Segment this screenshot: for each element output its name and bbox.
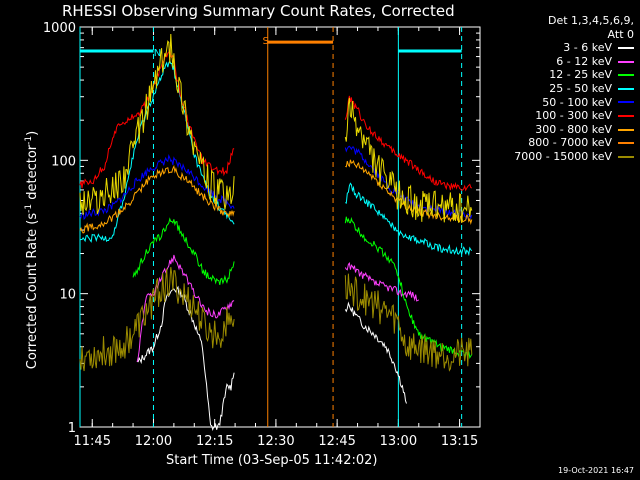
x-tick-label: 11:45 <box>74 434 111 449</box>
legend-entry-label: 300 - 800 keV <box>535 122 612 136</box>
legend: Det 1,3,4,5,6,9, Att 0 3 - 6 keV 6 - 12 k… <box>514 14 634 164</box>
legend-swatch <box>618 87 634 90</box>
series-line <box>344 273 473 372</box>
legend-swatch <box>618 60 634 63</box>
series-line <box>344 301 407 404</box>
legend-swatch <box>618 46 634 49</box>
series-line <box>344 97 473 223</box>
x-tick-label: 13:15 <box>441 434 478 449</box>
chart-title: RHESSI Observing Summary Count Rates, Co… <box>62 2 455 20</box>
legend-entry: 100 - 300 keV <box>514 109 634 123</box>
legend-entry-label: 7000 - 15000 keV <box>514 149 612 163</box>
x-tick-label: 13:00 <box>380 434 417 449</box>
legend-swatch <box>618 155 634 158</box>
legend-entry: 25 - 50 keV <box>514 82 634 96</box>
series-line <box>344 216 473 359</box>
legend-swatch <box>618 128 634 131</box>
legend-header-line-2: Att 0 <box>607 27 634 41</box>
series-line <box>79 164 235 234</box>
series-line <box>344 95 473 192</box>
legend-entry-label: 25 - 50 keV <box>549 81 612 95</box>
series-line <box>79 267 235 372</box>
legend-entry-label: 3 - 6 keV <box>563 41 612 55</box>
x-axis-label: Start Time (03-Sep-05 11:42:02) <box>166 453 378 468</box>
legend-header-line-1: Det 1,3,4,5,6,9, <box>547 14 634 27</box>
legend-entries: 3 - 6 keV 6 - 12 keV 12 - 25 keV 25 - 50 ke… <box>514 41 634 163</box>
x-tick-label: 12:15 <box>196 434 233 449</box>
x-tick-label: 12:30 <box>257 434 294 449</box>
legend-swatch <box>618 142 634 145</box>
series-line <box>79 33 235 215</box>
legend-entry-label: 800 - 7000 keV <box>528 136 612 150</box>
legend-entry: 12 - 25 keV <box>514 68 634 82</box>
legend-entry: 6 - 12 keV <box>514 55 634 69</box>
y-tick-label: 1 <box>68 421 76 436</box>
series-line <box>345 159 473 226</box>
y-axis-label: Corrected Count Rate (s-1 detector-1) <box>23 130 41 370</box>
y-tick-label: 100 <box>51 154 76 169</box>
x-tick-label: 12:45 <box>318 434 355 449</box>
legend-entry: 300 - 800 keV <box>514 123 634 137</box>
legend-entry-label: 50 - 100 keV <box>542 95 612 109</box>
y-tick-label: 1000 <box>43 21 76 36</box>
legend-entry-label: 6 - 12 keV <box>556 54 612 68</box>
footer-timestamp: 19-Oct-2021 16:47 <box>558 466 634 475</box>
legend-swatch <box>618 74 634 77</box>
state-annotation: S <box>263 36 269 47</box>
legend-entry-label: 12 - 25 keV <box>549 68 612 82</box>
state-annotation: N <box>154 48 161 59</box>
x-tick-label: 12:00 <box>135 434 172 449</box>
series-line <box>136 254 235 363</box>
legend-entry: 50 - 100 keV <box>514 96 634 110</box>
series-line <box>132 217 235 286</box>
legend-entry-label: 100 - 300 keV <box>535 109 612 123</box>
legend-swatch <box>618 114 634 117</box>
plot-frame <box>79 26 481 428</box>
legend-entry: 800 - 7000 keV <box>514 136 634 150</box>
legend-swatch <box>618 101 634 104</box>
series-line <box>79 59 235 243</box>
series-line <box>137 285 235 431</box>
series-line <box>345 182 473 257</box>
legend-entry: 7000 - 15000 keV <box>514 150 634 164</box>
series-line <box>344 262 420 302</box>
legend-entry: 3 - 6 keV <box>514 41 634 55</box>
y-tick-label: 10 <box>59 288 76 303</box>
